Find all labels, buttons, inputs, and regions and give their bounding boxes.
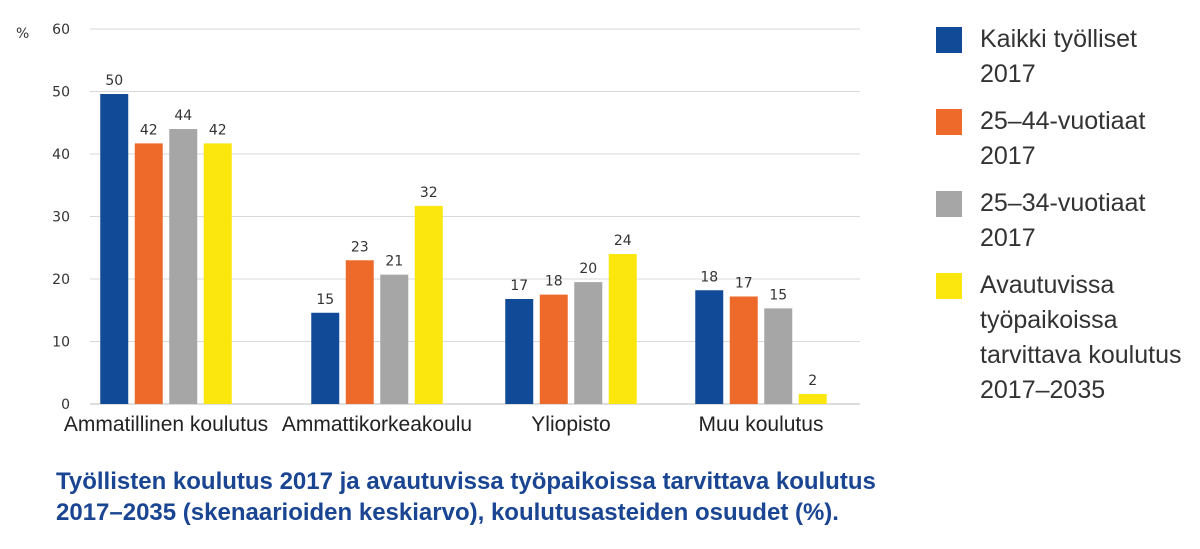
legend-item: 25–34-vuotiaat 2017 (936, 186, 1196, 256)
data-label: 24 (614, 233, 632, 249)
bars (100, 94, 827, 404)
y-tick-label: 60 (52, 22, 70, 38)
y-axis-ticks: 0 10 20 30 40 50 60 (52, 22, 70, 413)
y-axis-unit: % (16, 26, 29, 42)
data-label: 42 (209, 122, 227, 138)
legend-label: Avautuvissa työpaikoissa tarvittava koul… (980, 271, 1182, 404)
category-label: Yliopisto (531, 413, 610, 436)
bar (100, 94, 129, 404)
y-tick-label: 50 (52, 85, 70, 101)
y-tick-label: 10 (52, 335, 70, 351)
data-label: 15 (316, 292, 334, 308)
bar (311, 312, 340, 404)
bar (574, 282, 603, 404)
bar (505, 299, 534, 404)
bar (169, 129, 198, 404)
bar (764, 308, 793, 404)
bar (539, 294, 568, 404)
legend: Kaikki työlliset 2017 25–44-vuotiaat 2017… (936, 22, 1196, 420)
bar (134, 143, 163, 404)
legend-swatch (936, 273, 962, 299)
caption-line-1: Työllisten koulutus 2017 ja avautuvissa … (56, 468, 876, 495)
y-tick-label: 20 (52, 272, 70, 288)
bar (729, 296, 758, 404)
legend-item: 25–44-vuotiaat 2017 (936, 104, 1196, 174)
legend-swatch (936, 27, 962, 53)
bar (414, 205, 443, 404)
legend-label: Kaikki työlliset 2017 (980, 25, 1137, 88)
y-tick-label: 40 (52, 147, 70, 163)
category-labels: Ammatillinen koulutus Ammattikorkeakoulu Y… (64, 413, 824, 436)
y-tick-label: 0 (61, 397, 70, 413)
data-label: 50 (105, 73, 123, 89)
bar (798, 394, 827, 404)
bar (380, 274, 409, 404)
data-label: 20 (579, 261, 597, 277)
legend-label: 25–44-vuotiaat 2017 (980, 107, 1146, 170)
data-label: 15 (769, 287, 787, 303)
bar (608, 254, 637, 404)
category-label: Ammattikorkeakoulu (282, 413, 472, 436)
data-label: 23 (351, 239, 369, 255)
y-tick-label: 30 (52, 210, 70, 226)
data-label: 18 (700, 269, 718, 285)
bar (695, 290, 724, 404)
data-label: 21 (385, 254, 403, 270)
data-labels: 50 42 44 42 15 23 21 32 17 18 20 24 18 17 15 2 (105, 73, 817, 389)
legend-item: Kaikki työlliset 2017 (936, 22, 1196, 92)
bar (345, 260, 374, 404)
data-label: 42 (140, 122, 158, 138)
data-label: 18 (545, 274, 563, 290)
legend-item: Avautuvissa työpaikoissa tarvittava koul… (936, 268, 1196, 408)
category-label: Ammatillinen koulutus (64, 413, 268, 436)
data-label: 44 (174, 108, 192, 124)
chart-caption: Työllisten koulutus 2017 ja avautuvissa … (56, 466, 936, 528)
data-label: 2 (808, 373, 817, 389)
caption-line-2: 2017–2035 (skenaarioiden keskiarvo), kou… (56, 499, 839, 526)
bar-chart: 0 10 20 30 40 50 60 % 50 42 44 42 15 23 21 32 17 18 20 24… (16, 22, 860, 436)
data-label: 32 (420, 185, 438, 201)
category-label: Muu koulutus (699, 413, 824, 436)
legend-swatch (936, 191, 962, 217)
data-label: 17 (510, 278, 528, 294)
data-label: 17 (735, 276, 753, 292)
legend-swatch (936, 109, 962, 135)
bar (203, 143, 232, 404)
legend-label: 25–34-vuotiaat 2017 (980, 189, 1146, 252)
